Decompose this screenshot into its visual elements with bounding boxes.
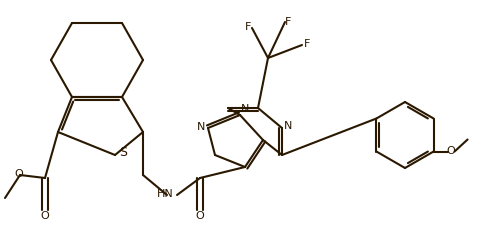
Text: N: N [241, 104, 249, 114]
Text: F: F [285, 17, 291, 27]
Text: O: O [196, 211, 205, 221]
Text: N: N [284, 121, 292, 131]
Text: HN: HN [157, 189, 173, 199]
Text: O: O [41, 211, 49, 221]
Text: N: N [197, 122, 205, 132]
Text: S: S [119, 146, 127, 160]
Text: F: F [304, 39, 310, 49]
Text: O: O [446, 145, 455, 155]
Text: O: O [15, 169, 23, 179]
Text: F: F [245, 22, 251, 32]
